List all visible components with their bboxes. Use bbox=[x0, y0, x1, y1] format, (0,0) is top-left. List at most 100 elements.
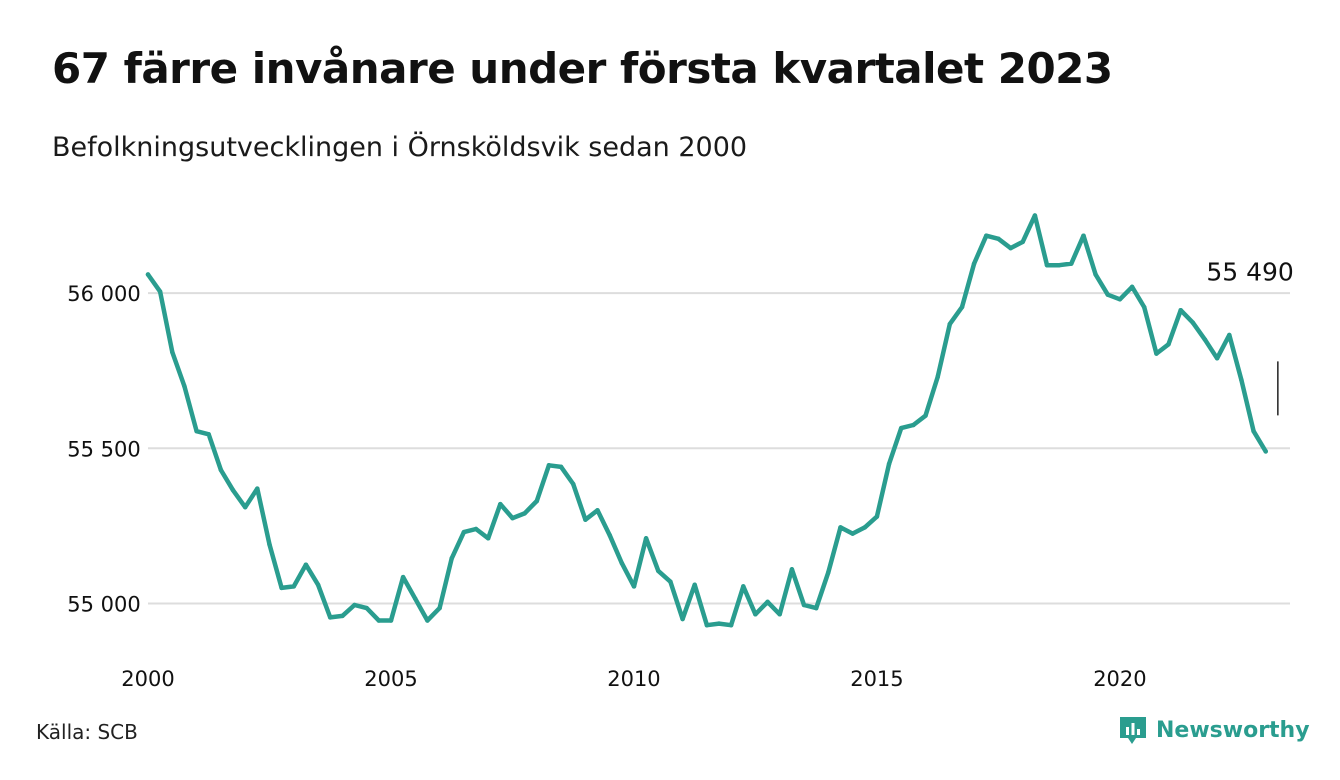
data-point bbox=[801, 602, 807, 608]
data-point bbox=[692, 582, 697, 588]
data-point bbox=[668, 579, 673, 584]
data-point bbox=[522, 511, 527, 516]
data-point bbox=[643, 536, 649, 541]
data-point bbox=[1093, 272, 1098, 277]
y-axis-ticks: 55 000 55 500 56 000 bbox=[67, 282, 140, 616]
data-point bbox=[413, 596, 418, 602]
data-point bbox=[765, 599, 770, 605]
x-axis-ticks: 2000 2005 2010 2015 2020 bbox=[121, 667, 1146, 691]
data-point bbox=[911, 422, 916, 428]
data-point bbox=[1056, 262, 1062, 268]
data-point bbox=[206, 432, 211, 437]
data-point bbox=[850, 531, 855, 536]
data-point bbox=[170, 349, 175, 355]
data-point bbox=[182, 383, 187, 389]
data-point bbox=[425, 618, 430, 623]
data-point bbox=[303, 562, 309, 567]
chart-title: 67 färre invånare under första kvartalet… bbox=[52, 44, 1113, 93]
series-layer bbox=[145, 213, 1268, 628]
data-point bbox=[291, 584, 297, 589]
chart-subtitle: Befolkningsutvecklingen i Örnsköldsvik s… bbox=[52, 132, 748, 163]
data-point bbox=[340, 613, 345, 619]
x-tick-label: 2000 bbox=[121, 667, 174, 691]
data-point bbox=[704, 622, 710, 628]
data-point bbox=[400, 574, 406, 580]
data-point bbox=[728, 622, 734, 628]
data-point bbox=[279, 585, 284, 591]
data-point bbox=[1214, 356, 1220, 361]
data-point bbox=[1178, 307, 1183, 313]
data-point bbox=[437, 605, 442, 611]
data-point bbox=[461, 529, 467, 535]
x-tick-label: 2020 bbox=[1093, 667, 1146, 691]
data-point bbox=[826, 570, 831, 575]
data-point bbox=[1202, 337, 1208, 342]
data-point bbox=[352, 602, 357, 608]
data-point bbox=[1081, 233, 1086, 238]
data-point bbox=[194, 428, 199, 434]
data-point bbox=[898, 425, 904, 431]
y-tick-label: 55 000 bbox=[67, 592, 140, 616]
data-point bbox=[157, 289, 163, 294]
data-point bbox=[996, 236, 1001, 242]
newsworthy-icon bbox=[1120, 717, 1146, 744]
annotation-layer: 55 490 bbox=[1206, 257, 1294, 416]
source-note: Källa: SCB bbox=[36, 720, 138, 744]
data-point bbox=[327, 615, 333, 620]
data-point bbox=[546, 463, 552, 468]
data-point bbox=[789, 567, 795, 572]
data-point bbox=[1129, 284, 1135, 290]
data-point bbox=[364, 605, 369, 611]
data-point bbox=[1251, 428, 1256, 434]
data-point bbox=[984, 233, 989, 238]
data-point bbox=[813, 605, 819, 611]
data-point bbox=[1166, 342, 1171, 347]
x-tick-label: 2010 bbox=[607, 667, 660, 691]
grid-lines bbox=[148, 292, 1290, 605]
series-line bbox=[145, 213, 1268, 628]
data-point bbox=[1154, 351, 1159, 356]
data-point bbox=[935, 374, 940, 380]
data-point bbox=[959, 304, 965, 310]
data-point bbox=[874, 514, 880, 519]
data-point bbox=[680, 616, 685, 622]
data-point bbox=[498, 501, 503, 507]
data-point bbox=[376, 618, 382, 623]
data-point bbox=[595, 508, 600, 513]
data-point bbox=[218, 467, 224, 473]
data-point bbox=[1239, 377, 1244, 383]
data-point bbox=[1069, 261, 1074, 266]
data-point bbox=[971, 261, 977, 266]
data-point bbox=[619, 560, 625, 566]
data-point bbox=[534, 498, 540, 504]
data-point bbox=[242, 504, 248, 510]
brand-name: Newsworthy bbox=[1156, 717, 1310, 743]
data-point bbox=[583, 517, 588, 522]
data-point bbox=[1263, 449, 1268, 454]
data-point bbox=[485, 536, 491, 541]
data-point bbox=[1227, 332, 1232, 338]
data-point bbox=[255, 486, 260, 491]
data-point bbox=[510, 515, 515, 521]
annotation-label: 55 490 bbox=[1206, 257, 1293, 286]
data-point bbox=[716, 621, 722, 626]
data-point bbox=[886, 461, 892, 467]
data-point bbox=[570, 481, 576, 487]
data-point bbox=[230, 487, 236, 493]
data-point bbox=[1008, 245, 1013, 251]
x-tick-label: 2015 bbox=[850, 667, 903, 691]
data-point bbox=[862, 525, 868, 530]
data-point bbox=[267, 542, 272, 547]
data-point bbox=[838, 525, 843, 530]
data-point bbox=[1105, 292, 1111, 297]
data-point bbox=[449, 556, 454, 561]
data-point bbox=[777, 612, 782, 617]
data-point bbox=[656, 568, 661, 574]
data-point bbox=[315, 582, 321, 588]
data-point bbox=[741, 584, 746, 589]
data-point bbox=[1117, 297, 1123, 302]
data-point bbox=[1190, 320, 1196, 325]
data-point bbox=[753, 612, 758, 617]
data-point bbox=[1141, 304, 1147, 310]
